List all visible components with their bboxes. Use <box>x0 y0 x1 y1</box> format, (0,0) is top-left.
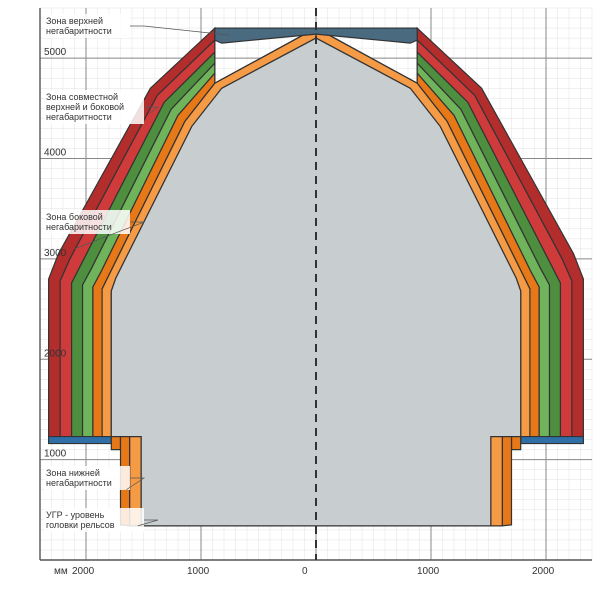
label-text-combined: верхней и боковой <box>46 102 124 112</box>
x-tick-label: 1000 <box>187 566 210 577</box>
label-text-upper: негабаритности <box>46 26 112 36</box>
label-text-side: негабаритности <box>46 222 112 232</box>
lower-orange-b-right <box>502 437 511 526</box>
lower-orange-a-right <box>512 437 521 450</box>
x-tick-label: 0 <box>302 566 308 577</box>
x-tick-label: 2000 <box>72 566 95 577</box>
lower-orange-c-right <box>491 437 503 526</box>
y-tick-label: 3000 <box>44 248 67 259</box>
label-text-combined: негабаритности <box>46 112 112 122</box>
label-text-lower: Зона нижней <box>46 468 100 478</box>
lower-blue-right <box>521 437 584 444</box>
y-tick-label: 1000 <box>44 449 67 460</box>
label-text-lower: негабаритности <box>46 478 112 488</box>
x-tick-label: 1000 <box>417 566 440 577</box>
x-tick-label: 2000 <box>532 566 555 577</box>
gauge-diagram: 1000 2000 3000 4000 5000 2000 1000 0 1000 2000 мм З… <box>0 0 600 600</box>
label-text-ugr: головки рельсов <box>46 520 115 530</box>
y-tick-label: 2000 <box>44 348 67 359</box>
label-text-combined: Зона совместной <box>46 92 118 102</box>
y-tick-label: 4000 <box>44 148 67 159</box>
label-text-side: Зона боковой <box>46 212 103 222</box>
lower-orange-a-left <box>111 437 120 450</box>
label-text-upper: Зона верхней <box>46 16 103 26</box>
x-unit-label: мм <box>54 566 68 577</box>
lower-blue-left <box>49 437 112 444</box>
label-text-ugr: УГР - уровень <box>46 510 105 520</box>
y-tick-label: 5000 <box>44 47 67 58</box>
